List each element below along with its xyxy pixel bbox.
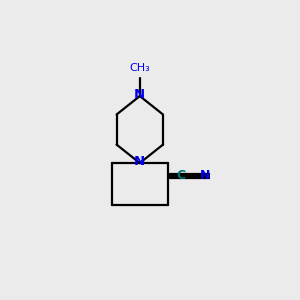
Text: N: N bbox=[200, 169, 210, 182]
Text: CH₃: CH₃ bbox=[129, 63, 150, 73]
Text: N: N bbox=[134, 155, 146, 168]
Text: N: N bbox=[134, 88, 146, 101]
Text: C: C bbox=[176, 169, 185, 182]
